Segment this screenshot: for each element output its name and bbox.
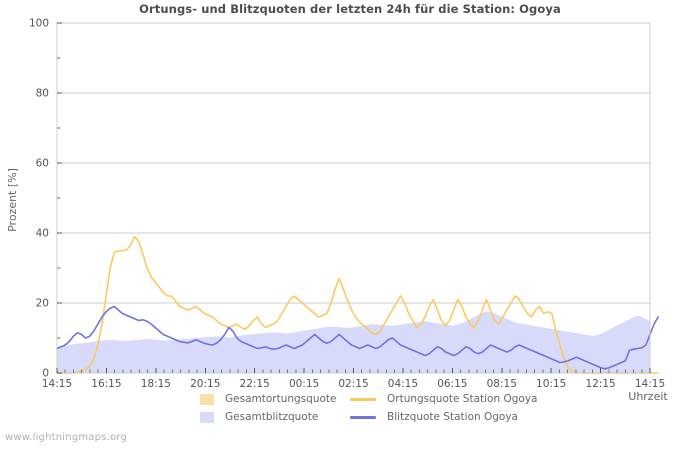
grid-lines (57, 22, 650, 304)
y-axis-label: Prozent [%] (6, 168, 19, 232)
svg-text:20:15: 20:15 (190, 378, 220, 390)
svg-text:12:15: 12:15 (585, 378, 615, 390)
svg-text:02:15: 02:15 (338, 378, 368, 390)
legend-swatch-line-icon (350, 415, 376, 419)
legend-swatch-line-icon (350, 397, 376, 401)
legend-item-gesamtblitzquote[interactable]: Gesamtblitzquote (200, 408, 336, 426)
axis-ticks (56, 22, 651, 374)
legend-item-blitzquote-station[interactable]: Blitzquote Station Ogoya (350, 408, 537, 426)
svg-text:18:15: 18:15 (141, 378, 171, 390)
svg-text:14:15: 14:15 (635, 378, 665, 390)
svg-text:40: 40 (36, 228, 49, 240)
svg-text:08:15: 08:15 (487, 378, 517, 390)
svg-text:0: 0 (42, 368, 49, 380)
chart-legend: Gesamtortungsquote Gesamtblitzquote Ortu… (0, 390, 700, 430)
svg-text:100: 100 (29, 18, 49, 30)
footer-watermark: www.lightningmaps.org (5, 432, 127, 443)
svg-text:04:15: 04:15 (388, 378, 418, 390)
svg-text:80: 80 (36, 88, 49, 100)
chart-title: Ortungs- und Blitzquoten der letzten 24h… (139, 2, 561, 16)
axis-tick-labels: 0 20 40 60 80 100 14:15 16:15 18:15 20:15 22:15 00:… (29, 18, 665, 391)
legend-swatch-area-icon (200, 393, 214, 405)
svg-text:60: 60 (36, 158, 49, 170)
svg-text:14:15: 14:15 (42, 378, 72, 390)
legend-column-areas: Gesamtortungsquote Gesamtblitzquote (200, 390, 336, 426)
svg-text:10:15: 10:15 (536, 378, 566, 390)
legend-label: Ortungsquote Station Ogoya (387, 393, 538, 405)
legend-label: Gesamtblitzquote (225, 411, 319, 423)
legend-label: Gesamtortungsquote (225, 393, 337, 405)
legend-column-lines: Ortungsquote Station Ogoya Blitzquote St… (350, 390, 537, 426)
legend-label: Blitzquote Station Ogoya (387, 411, 518, 423)
svg-text:22:15: 22:15 (240, 378, 270, 390)
legend-item-ortungsquote-station[interactable]: Ortungsquote Station Ogoya (350, 390, 537, 408)
svg-text:00:15: 00:15 (289, 378, 319, 390)
legend-swatch-area-icon (200, 411, 214, 423)
line-series-group (56, 235, 659, 374)
svg-text:06:15: 06:15 (437, 378, 467, 390)
x-axis-label: Uhrzeit (628, 390, 668, 403)
svg-text:20: 20 (36, 298, 49, 310)
svg-text:16:15: 16:15 (91, 378, 121, 390)
legend-item-gesamtortungsquote[interactable]: Gesamtortungsquote (200, 390, 336, 408)
